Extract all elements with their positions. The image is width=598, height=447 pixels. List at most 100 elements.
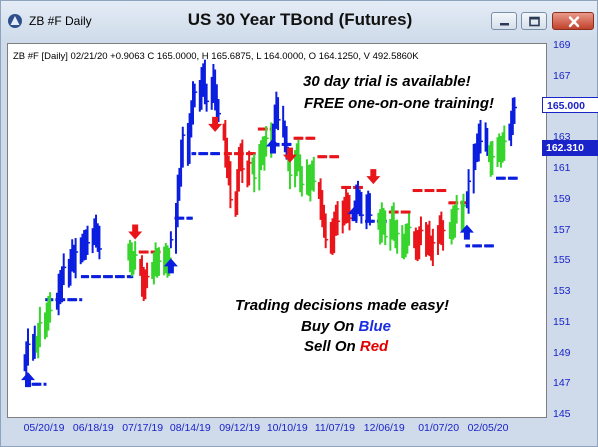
- stop-dot: [485, 244, 489, 248]
- stop-dot: [450, 201, 454, 205]
- stop-dot: [262, 127, 266, 131]
- date-tick-label: 06/18/19: [72, 422, 114, 434]
- app-logo-icon: [8, 14, 22, 28]
- stop-dot: [499, 176, 503, 180]
- sell-arrow-icon: [208, 116, 223, 132]
- bar-info-line: ZB #F [Daily] 02/21/20 +0.9063 C 165.000…: [13, 51, 419, 62]
- date-axis[interactable]: 05/20/19 06/18/19 07/17/19 08/14/19 09/12/19…: [7, 419, 547, 439]
- date-tick-label: 02/05/20: [467, 422, 509, 434]
- stop-dot: [143, 250, 147, 254]
- stop-dot: [496, 176, 500, 180]
- stop-dot: [213, 152, 217, 156]
- date-tick-label: 01/07/20: [418, 422, 460, 434]
- stop-dot: [235, 152, 239, 156]
- window-title: ZB #F Daily: [29, 14, 92, 28]
- stop-dot: [371, 219, 375, 223]
- date-tick-label: 11/07/19: [314, 422, 355, 434]
- stop-dot: [497, 176, 501, 180]
- minimize-icon: [500, 23, 509, 26]
- title-bar[interactable]: ZB #F Daily US 30 Year TBond (Futures): [1, 1, 598, 41]
- stop-dot: [281, 142, 285, 146]
- stop-dot: [341, 185, 345, 189]
- stop-dot: [322, 155, 326, 159]
- stop-dot: [106, 275, 110, 279]
- stop-dot: [286, 142, 290, 146]
- stop-dot: [138, 250, 142, 254]
- stop-dot: [91, 275, 95, 279]
- stop-dot: [121, 275, 125, 279]
- stop-dot: [228, 152, 232, 156]
- stop-dot: [448, 201, 452, 205]
- price-tick-label: 155: [553, 254, 571, 267]
- stop-dot: [70, 298, 74, 302]
- stop-dot: [320, 155, 324, 159]
- sell-legend: Sell On Red: [304, 338, 388, 355]
- stop-dot: [436, 189, 440, 193]
- stop-dot: [312, 136, 316, 140]
- stop-dot: [414, 189, 418, 193]
- stop-dot: [50, 298, 54, 302]
- stop-dot: [431, 189, 435, 193]
- reference-price-tag: 162.310: [542, 140, 598, 156]
- stop-dot: [465, 244, 469, 248]
- stop-dot: [490, 244, 494, 248]
- stop-dot: [108, 275, 112, 279]
- stop-dot: [130, 275, 134, 279]
- stop-dot: [366, 219, 370, 223]
- stop-dot: [307, 136, 311, 140]
- sell-legend-color-word: Red: [359, 338, 389, 355]
- price-tick-label: 159: [553, 192, 571, 205]
- stop-dot: [34, 382, 38, 386]
- close-button[interactable]: [552, 12, 594, 30]
- stop-dot: [179, 216, 183, 220]
- last-price-tag: 165.000: [542, 97, 598, 113]
- date-tick-label: 08/14/19: [169, 422, 211, 434]
- stop-dot: [103, 275, 107, 279]
- stop-dot: [188, 216, 192, 220]
- price-chart[interactable]: [8, 44, 548, 419]
- buy-legend-color-word: Blue: [358, 318, 392, 335]
- stop-dot: [79, 298, 83, 302]
- buy-arrow-icon: [265, 138, 280, 154]
- stop-dot: [358, 185, 362, 189]
- close-icon: [568, 16, 580, 28]
- stop-dot: [402, 210, 406, 214]
- date-tick-label: 07/17/19: [122, 422, 164, 434]
- stop-dot: [463, 201, 467, 205]
- restore-button[interactable]: [521, 12, 547, 30]
- stop-dot: [427, 189, 431, 193]
- stop-dot: [478, 244, 482, 248]
- stop-dot: [489, 244, 493, 248]
- stop-dot: [86, 275, 90, 279]
- stop-dot: [181, 216, 185, 220]
- price-axis[interactable]: 169167165163161159157155153151149147145: [548, 39, 598, 420]
- stop-dot: [453, 201, 457, 205]
- stop-dot: [477, 244, 481, 248]
- stop-dot: [45, 298, 49, 302]
- stop-dot: [140, 250, 144, 254]
- stop-dot: [80, 275, 84, 279]
- stop-dot: [484, 244, 488, 248]
- date-tick-label: 05/20/19: [23, 422, 65, 434]
- stop-dot: [308, 136, 312, 140]
- minimize-button[interactable]: [491, 12, 517, 30]
- stop-dot: [407, 210, 411, 214]
- stop-dot: [388, 210, 392, 214]
- stop-dot: [193, 152, 197, 156]
- stop-dot: [92, 275, 96, 279]
- stop-dot: [509, 176, 513, 180]
- stop-dot: [109, 275, 113, 279]
- stop-dot: [451, 201, 455, 205]
- buy-legend-prefix: Buy On: [301, 318, 359, 335]
- stop-dot: [359, 185, 363, 189]
- stop-dot: [370, 219, 374, 223]
- promo-trial-text: 30 day trial is available!: [303, 73, 471, 90]
- stop-dot: [443, 189, 447, 193]
- stop-dot: [189, 216, 193, 220]
- stop-dot: [215, 152, 219, 156]
- chart-plot-area[interactable]: [7, 43, 547, 418]
- stop-dot: [329, 155, 333, 159]
- stop-dot: [116, 275, 120, 279]
- price-tick-label: 157: [553, 223, 571, 236]
- sell-arrow-icon: [366, 169, 381, 185]
